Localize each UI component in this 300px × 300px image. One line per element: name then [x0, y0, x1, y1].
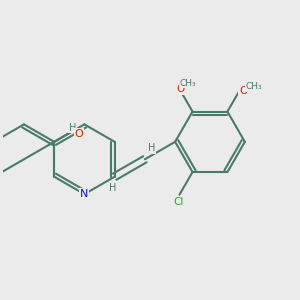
Text: CH₃: CH₃ — [179, 79, 196, 88]
Text: O: O — [239, 86, 247, 96]
Text: H: H — [109, 183, 116, 193]
Text: H: H — [148, 143, 155, 153]
Text: O: O — [75, 129, 83, 139]
Text: H: H — [69, 123, 76, 133]
Text: N: N — [80, 189, 88, 199]
Text: CH₃: CH₃ — [246, 82, 262, 91]
Text: O: O — [176, 84, 184, 94]
Text: Cl: Cl — [173, 197, 184, 207]
